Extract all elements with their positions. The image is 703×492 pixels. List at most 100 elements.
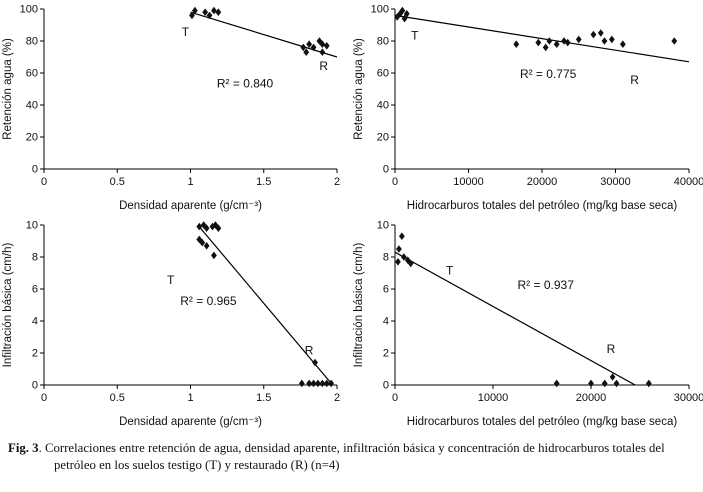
data-point-marker [312, 358, 318, 367]
y-tick-label: 6 [383, 284, 389, 296]
y-tick-label: 20 [26, 132, 38, 144]
data-point-marker [407, 259, 414, 268]
data-point-marker [608, 35, 615, 44]
data-point-marker [513, 40, 520, 48]
data-point-marker [613, 379, 620, 388]
x-tick-label: 1 [187, 392, 193, 404]
data-point-marker [404, 256, 411, 264]
y-tick-label: 0 [32, 164, 38, 176]
x-tick-label: 1.5 [256, 392, 271, 404]
y-tick-label: 0 [383, 380, 389, 392]
y-tick-label: 100 [20, 4, 38, 16]
data-point-marker [319, 48, 326, 56]
group-label: R [319, 59, 328, 73]
data-point-marker [619, 40, 626, 48]
x-tick-label: 10000 [478, 392, 509, 404]
x-axis-label: Densidad aparente (g/cm⁻³) [119, 416, 262, 428]
y-tick-label: 4 [383, 316, 389, 328]
x-tick-label: 2 [334, 392, 340, 404]
y-tick-label: 8 [32, 252, 38, 264]
data-point-marker [553, 40, 560, 48]
x-tick-label: 0 [392, 392, 398, 404]
y-tick-label: 20 [377, 132, 389, 144]
x-axis-label: Hidrocarburos totales del petróleo (mg/k… [407, 200, 678, 212]
data-point-marker [535, 38, 542, 47]
y-tick-label: 40 [377, 100, 389, 112]
data-point-marker [645, 379, 652, 388]
x-tick-label: 0 [41, 176, 47, 188]
r-squared-label: R² = 0.775 [520, 67, 577, 81]
trend-line [394, 14, 690, 63]
x-tick-label: 40000 [674, 176, 703, 188]
y-tick-label: 80 [377, 36, 389, 48]
data-point-marker [306, 379, 313, 388]
y-tick-label: 60 [26, 68, 38, 80]
r-squared-label: R² = 0.965 [180, 294, 237, 308]
data-point-marker [319, 40, 326, 48]
x-tick-label: 20000 [576, 392, 607, 404]
caption-text: . Correlaciones entre retención de agua,… [38, 441, 665, 473]
y-tick-label: 2 [383, 348, 389, 360]
data-point-marker [561, 37, 567, 45]
x-tick-label: 0 [41, 392, 47, 404]
trend-line [394, 251, 636, 386]
x-tick-label: 1.5 [256, 176, 271, 188]
data-point-marker [328, 379, 335, 388]
data-point-marker [601, 37, 608, 45]
data-point-marker [671, 37, 678, 45]
x-tick-label: 2 [334, 176, 340, 188]
chart-panel-bottom-right: 0 10000 20000 30000 0 2 4 6 8 10 Hidrocarburos tot… [351, 216, 703, 432]
group-label: R [607, 342, 616, 356]
x-tick-label: 0.5 [110, 392, 125, 404]
data-point-marker [553, 379, 560, 388]
data-point-marker [395, 258, 401, 266]
data-point-marker [215, 8, 222, 16]
data-point-marker [590, 30, 597, 39]
y-tick-label: 0 [383, 164, 389, 176]
y-tick-label: 8 [383, 252, 389, 264]
data-point-marker [399, 6, 406, 15]
y-tick-label: 4 [32, 316, 38, 328]
trend-line [197, 224, 334, 386]
scatter-infiltracion-hidrocarburos: 0 10000 20000 30000 0 2 4 6 8 10 Hidrocarburos tot… [353, 220, 703, 429]
data-point-marker [306, 40, 313, 48]
chart-panel-top-right: 0 10000 20000 30000 40000 0 20 40 60 80 100 Hidroca… [351, 0, 703, 216]
y-axis-label: Infiltración básica (cm/h) [2, 243, 14, 368]
group-label: T [446, 264, 454, 278]
x-tick-label: 0.5 [110, 176, 125, 188]
group-label: T [167, 273, 175, 287]
r-squared-label: R² = 0.937 [518, 278, 575, 292]
y-axis-label: Retención agua (%) [353, 38, 365, 140]
y-tick-label: 2 [32, 348, 38, 360]
data-point-marker [601, 379, 608, 388]
x-axis-label: Densidad aparente (g/cm⁻³) [119, 200, 262, 212]
data-point-marker [189, 11, 195, 20]
x-tick-label: 30000 [600, 176, 631, 188]
x-tick-label: 20000 [527, 176, 558, 188]
data-point-marker [323, 379, 330, 388]
scatter-infiltracion-densidad: 0 0.5 1 1.5 2 0 2 4 6 8 10 Densidad aparente (g/cm⁻… [2, 220, 340, 429]
data-point-marker [211, 251, 217, 260]
chart-panel-bottom-left: 0 0.5 1 1.5 2 0 2 4 6 8 10 Densidad aparente (g/cm⁻… [0, 216, 351, 432]
x-tick-label: 0 [392, 176, 398, 188]
group-label: R [305, 344, 314, 358]
x-axis-label: Hidrocarburos totales del petróleo (mg/k… [407, 416, 678, 428]
y-tick-label: 60 [377, 68, 389, 80]
data-point-marker [396, 245, 402, 253]
data-point-marker [315, 379, 321, 388]
data-point-marker [200, 221, 207, 229]
data-point-marker [298, 379, 305, 388]
chart-grid: 0 0.5 1 1.5 2 0 20 40 60 80 100 Densidad aparente (… [0, 0, 703, 432]
group-label: T [411, 28, 419, 42]
x-tick-label: 1 [187, 176, 193, 188]
data-point-marker [310, 43, 317, 52]
y-tick-label: 100 [371, 4, 389, 16]
caption-label: Fig. 3 [8, 441, 39, 455]
r-squared-label: R² = 0.840 [217, 76, 274, 90]
data-point-marker [323, 42, 330, 50]
data-point-marker [546, 37, 553, 45]
data-point-marker [398, 232, 405, 240]
y-axis-label: Infiltración básica (cm/h) [353, 243, 365, 368]
data-point-marker [394, 13, 401, 21]
y-tick-label: 10 [377, 220, 389, 232]
